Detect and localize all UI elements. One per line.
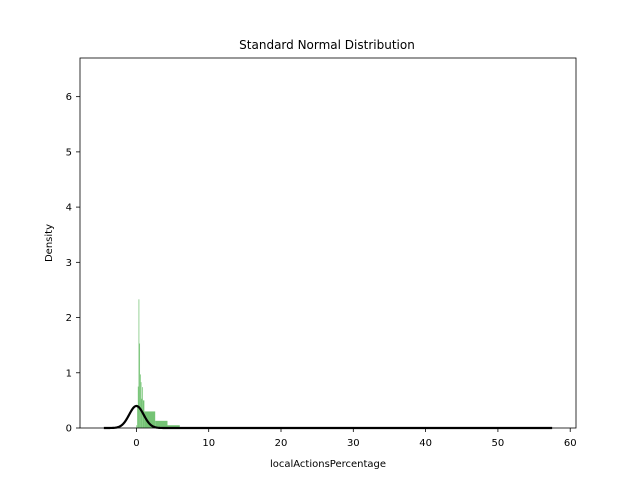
- histogram-bar: [167, 425, 180, 428]
- x-tick-label: 30: [347, 438, 360, 449]
- histogram-bar: [140, 382, 142, 428]
- x-tick-label: 40: [419, 438, 432, 449]
- histogram-bar: [136, 425, 138, 428]
- y-tick-label: 5: [66, 147, 72, 158]
- y-axis-ticks: 0 1 2 3 4 5 6: [66, 92, 80, 435]
- y-axis-label: Density: [44, 224, 55, 262]
- histogram-bar: [138, 299, 140, 428]
- histogram-bar: [142, 387, 143, 428]
- y-tick-label: 4: [66, 203, 72, 214]
- histogram-bar: [139, 343, 141, 428]
- chart-title: Standard Normal Distribution: [239, 38, 415, 52]
- y-tick-label: 1: [66, 368, 72, 379]
- plot-frame: [79, 57, 577, 429]
- histogram-bar: [140, 374, 141, 428]
- x-tick-label: 50: [492, 438, 505, 449]
- y-tick-label: 3: [66, 258, 72, 269]
- x-tick-label: 10: [202, 438, 215, 449]
- histogram-bar: [137, 405, 138, 428]
- histogram-bar: [144, 411, 156, 428]
- y-tick-label: 0: [66, 424, 72, 435]
- y-tick-label: 2: [66, 313, 72, 324]
- x-tick-label: 20: [275, 438, 288, 449]
- x-tick-label: 60: [564, 438, 577, 449]
- histogram-bar: [155, 420, 168, 428]
- y-tick-label: 6: [66, 92, 72, 103]
- x-tick-label: 0: [133, 438, 139, 449]
- x-axis-ticks: 0 10 20 30 40 50 60: [133, 428, 577, 449]
- x-axis-label: localActionsPercentage: [270, 459, 386, 470]
